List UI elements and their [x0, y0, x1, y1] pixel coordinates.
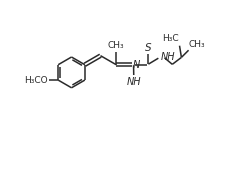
Text: S: S — [145, 43, 151, 53]
Text: H₃C: H₃C — [162, 34, 179, 43]
Text: NH: NH — [160, 52, 175, 62]
Text: CH₃: CH₃ — [108, 41, 124, 50]
Text: N: N — [132, 60, 140, 70]
Text: CH₃: CH₃ — [189, 40, 206, 49]
Text: H₃CO: H₃CO — [25, 76, 48, 85]
Text: NH: NH — [126, 77, 141, 87]
